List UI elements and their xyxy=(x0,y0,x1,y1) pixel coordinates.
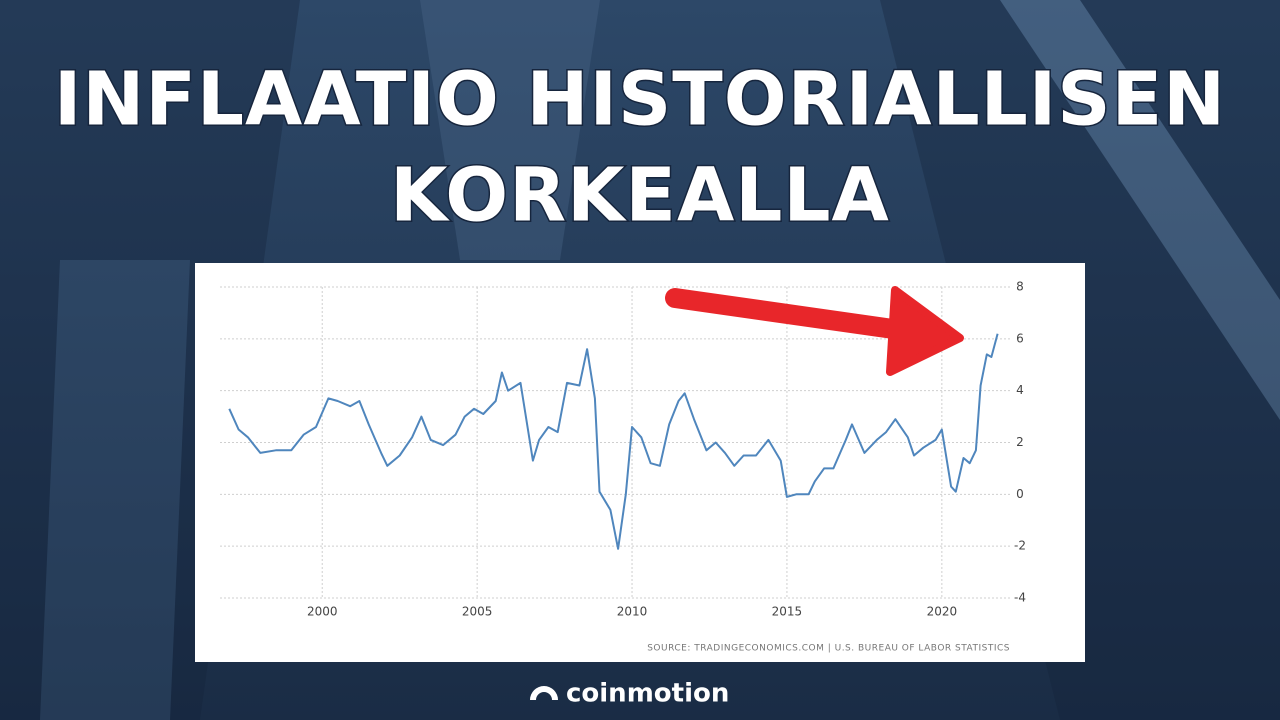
line-series xyxy=(228,333,999,550)
title-line: INFLAATIO HISTORIALLISEN xyxy=(54,57,1226,143)
y-tick-label: -4 xyxy=(1014,591,1026,605)
brand: coinmotion xyxy=(566,679,729,709)
x-tick-label: 2015 xyxy=(772,605,803,619)
title-line: KORKEALLA xyxy=(390,153,890,239)
brand-logo xyxy=(530,686,558,700)
x-tick-label: 2020 xyxy=(927,605,958,619)
chart-panel xyxy=(195,263,1085,662)
y-tick-label: -2 xyxy=(1014,539,1026,553)
y-tick-label: 4 xyxy=(1016,383,1024,397)
arrow xyxy=(665,286,964,376)
y-tick-label: 8 xyxy=(1016,280,1024,294)
y-tick-label: 6 xyxy=(1016,331,1024,345)
x-tick-label: 2010 xyxy=(617,605,648,619)
plot: -4 -2 0 2 4 6 8 2000 2005 2010 2015 2020 xyxy=(220,280,1026,619)
source: SOURCE: TRADINGECONOMICS.COM | U.S. BURE… xyxy=(647,644,1010,654)
y-tick-label: 2 xyxy=(1016,435,1024,449)
x-tick-label: 2000 xyxy=(307,605,338,619)
y-tick-label: 0 xyxy=(1016,487,1024,501)
x-tick-label: 2005 xyxy=(462,605,493,619)
